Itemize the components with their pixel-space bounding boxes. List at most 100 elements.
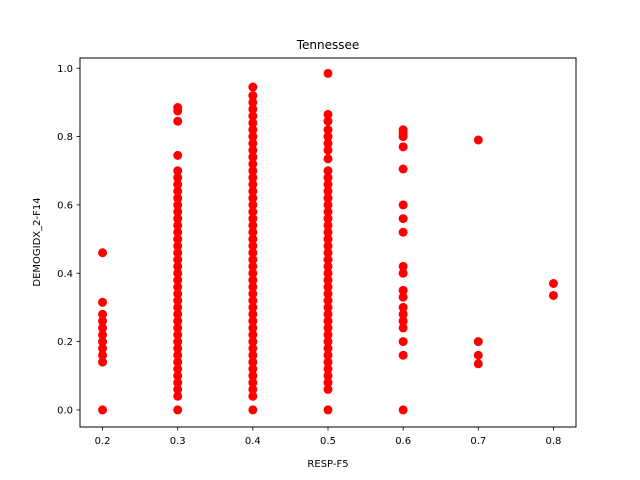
data-point bbox=[323, 282, 333, 292]
data-point bbox=[98, 330, 108, 340]
data-point bbox=[398, 142, 408, 152]
data-point bbox=[398, 214, 408, 224]
data-point bbox=[248, 248, 258, 258]
data-point bbox=[323, 337, 333, 347]
data-point bbox=[248, 125, 258, 135]
data-point bbox=[248, 193, 258, 203]
data-point bbox=[248, 384, 258, 394]
data-point bbox=[248, 316, 258, 326]
plot-frame bbox=[79, 57, 577, 428]
data-point bbox=[173, 384, 183, 394]
data-point bbox=[323, 248, 333, 258]
points-layer bbox=[98, 68, 558, 415]
data-point bbox=[398, 292, 408, 302]
data-point bbox=[173, 116, 183, 126]
data-point bbox=[173, 220, 183, 230]
data-point bbox=[323, 138, 333, 148]
data-point bbox=[323, 364, 333, 374]
data-point bbox=[323, 405, 333, 415]
data-point bbox=[173, 289, 183, 299]
data-point bbox=[173, 296, 183, 306]
data-point bbox=[173, 350, 183, 360]
data-point bbox=[98, 248, 108, 258]
data-point bbox=[398, 302, 408, 312]
data-point bbox=[323, 68, 333, 78]
data-point bbox=[473, 135, 483, 145]
data-point bbox=[98, 343, 108, 353]
data-point bbox=[248, 378, 258, 388]
data-point bbox=[323, 227, 333, 237]
data-point bbox=[173, 150, 183, 160]
x-tick-label: 0.7 bbox=[470, 436, 486, 447]
y-tick-label: 0.6 bbox=[57, 200, 73, 211]
data-point bbox=[173, 234, 183, 244]
data-point bbox=[248, 91, 258, 101]
data-point bbox=[248, 255, 258, 265]
y-tick-label: 0.2 bbox=[57, 337, 73, 348]
data-point bbox=[248, 82, 258, 92]
data-point bbox=[173, 179, 183, 189]
data-point bbox=[248, 302, 258, 312]
data-point bbox=[323, 323, 333, 333]
data-point bbox=[248, 111, 258, 121]
y-tick-label: 1.0 bbox=[57, 64, 73, 75]
data-point bbox=[398, 125, 408, 135]
data-point bbox=[323, 350, 333, 360]
data-point bbox=[323, 275, 333, 285]
data-point bbox=[248, 214, 258, 224]
data-point bbox=[248, 357, 258, 367]
data-point bbox=[173, 343, 183, 353]
data-point bbox=[398, 316, 408, 326]
data-point bbox=[248, 323, 258, 333]
data-point bbox=[248, 186, 258, 196]
data-point bbox=[248, 159, 258, 169]
y-ticks: 0.0 0.2 0.4 0.6 0.8 1.0 bbox=[57, 64, 80, 416]
data-point bbox=[323, 200, 333, 210]
data-point bbox=[173, 214, 183, 224]
data-point bbox=[323, 330, 333, 340]
data-point bbox=[248, 241, 258, 251]
y-tick-label: 0.0 bbox=[57, 405, 73, 416]
data-point bbox=[173, 364, 183, 374]
data-point bbox=[173, 255, 183, 265]
data-point bbox=[173, 103, 183, 113]
data-point bbox=[248, 282, 258, 292]
x-tick-label: 0.4 bbox=[245, 436, 261, 447]
data-point bbox=[173, 371, 183, 381]
data-point bbox=[323, 296, 333, 306]
x-tick-label: 0.3 bbox=[170, 436, 186, 447]
data-point bbox=[173, 241, 183, 251]
data-point bbox=[248, 220, 258, 230]
data-point bbox=[398, 309, 408, 319]
data-point bbox=[173, 275, 183, 285]
data-point bbox=[323, 220, 333, 230]
data-point bbox=[173, 309, 183, 319]
data-point bbox=[248, 166, 258, 176]
data-point bbox=[173, 261, 183, 271]
y-tick-label: 0.8 bbox=[57, 132, 73, 143]
data-point bbox=[98, 337, 108, 347]
data-point bbox=[248, 343, 258, 353]
data-point bbox=[98, 297, 108, 307]
data-point bbox=[98, 357, 108, 367]
x-axis-label: RESP-F5 bbox=[307, 459, 348, 470]
data-point bbox=[173, 282, 183, 292]
data-point bbox=[248, 405, 258, 415]
data-point bbox=[323, 261, 333, 271]
data-point bbox=[98, 350, 108, 360]
data-point bbox=[248, 337, 258, 347]
data-point bbox=[248, 152, 258, 162]
data-point bbox=[398, 323, 408, 333]
data-point bbox=[248, 330, 258, 340]
data-point bbox=[248, 268, 258, 278]
data-point bbox=[323, 268, 333, 278]
x-tick-label: 0.2 bbox=[95, 436, 111, 447]
data-point bbox=[398, 405, 408, 415]
data-point bbox=[173, 173, 183, 183]
data-point bbox=[248, 391, 258, 401]
data-point bbox=[173, 323, 183, 333]
data-point bbox=[323, 116, 333, 126]
data-point bbox=[248, 145, 258, 155]
data-point bbox=[173, 227, 183, 237]
data-point bbox=[173, 357, 183, 367]
